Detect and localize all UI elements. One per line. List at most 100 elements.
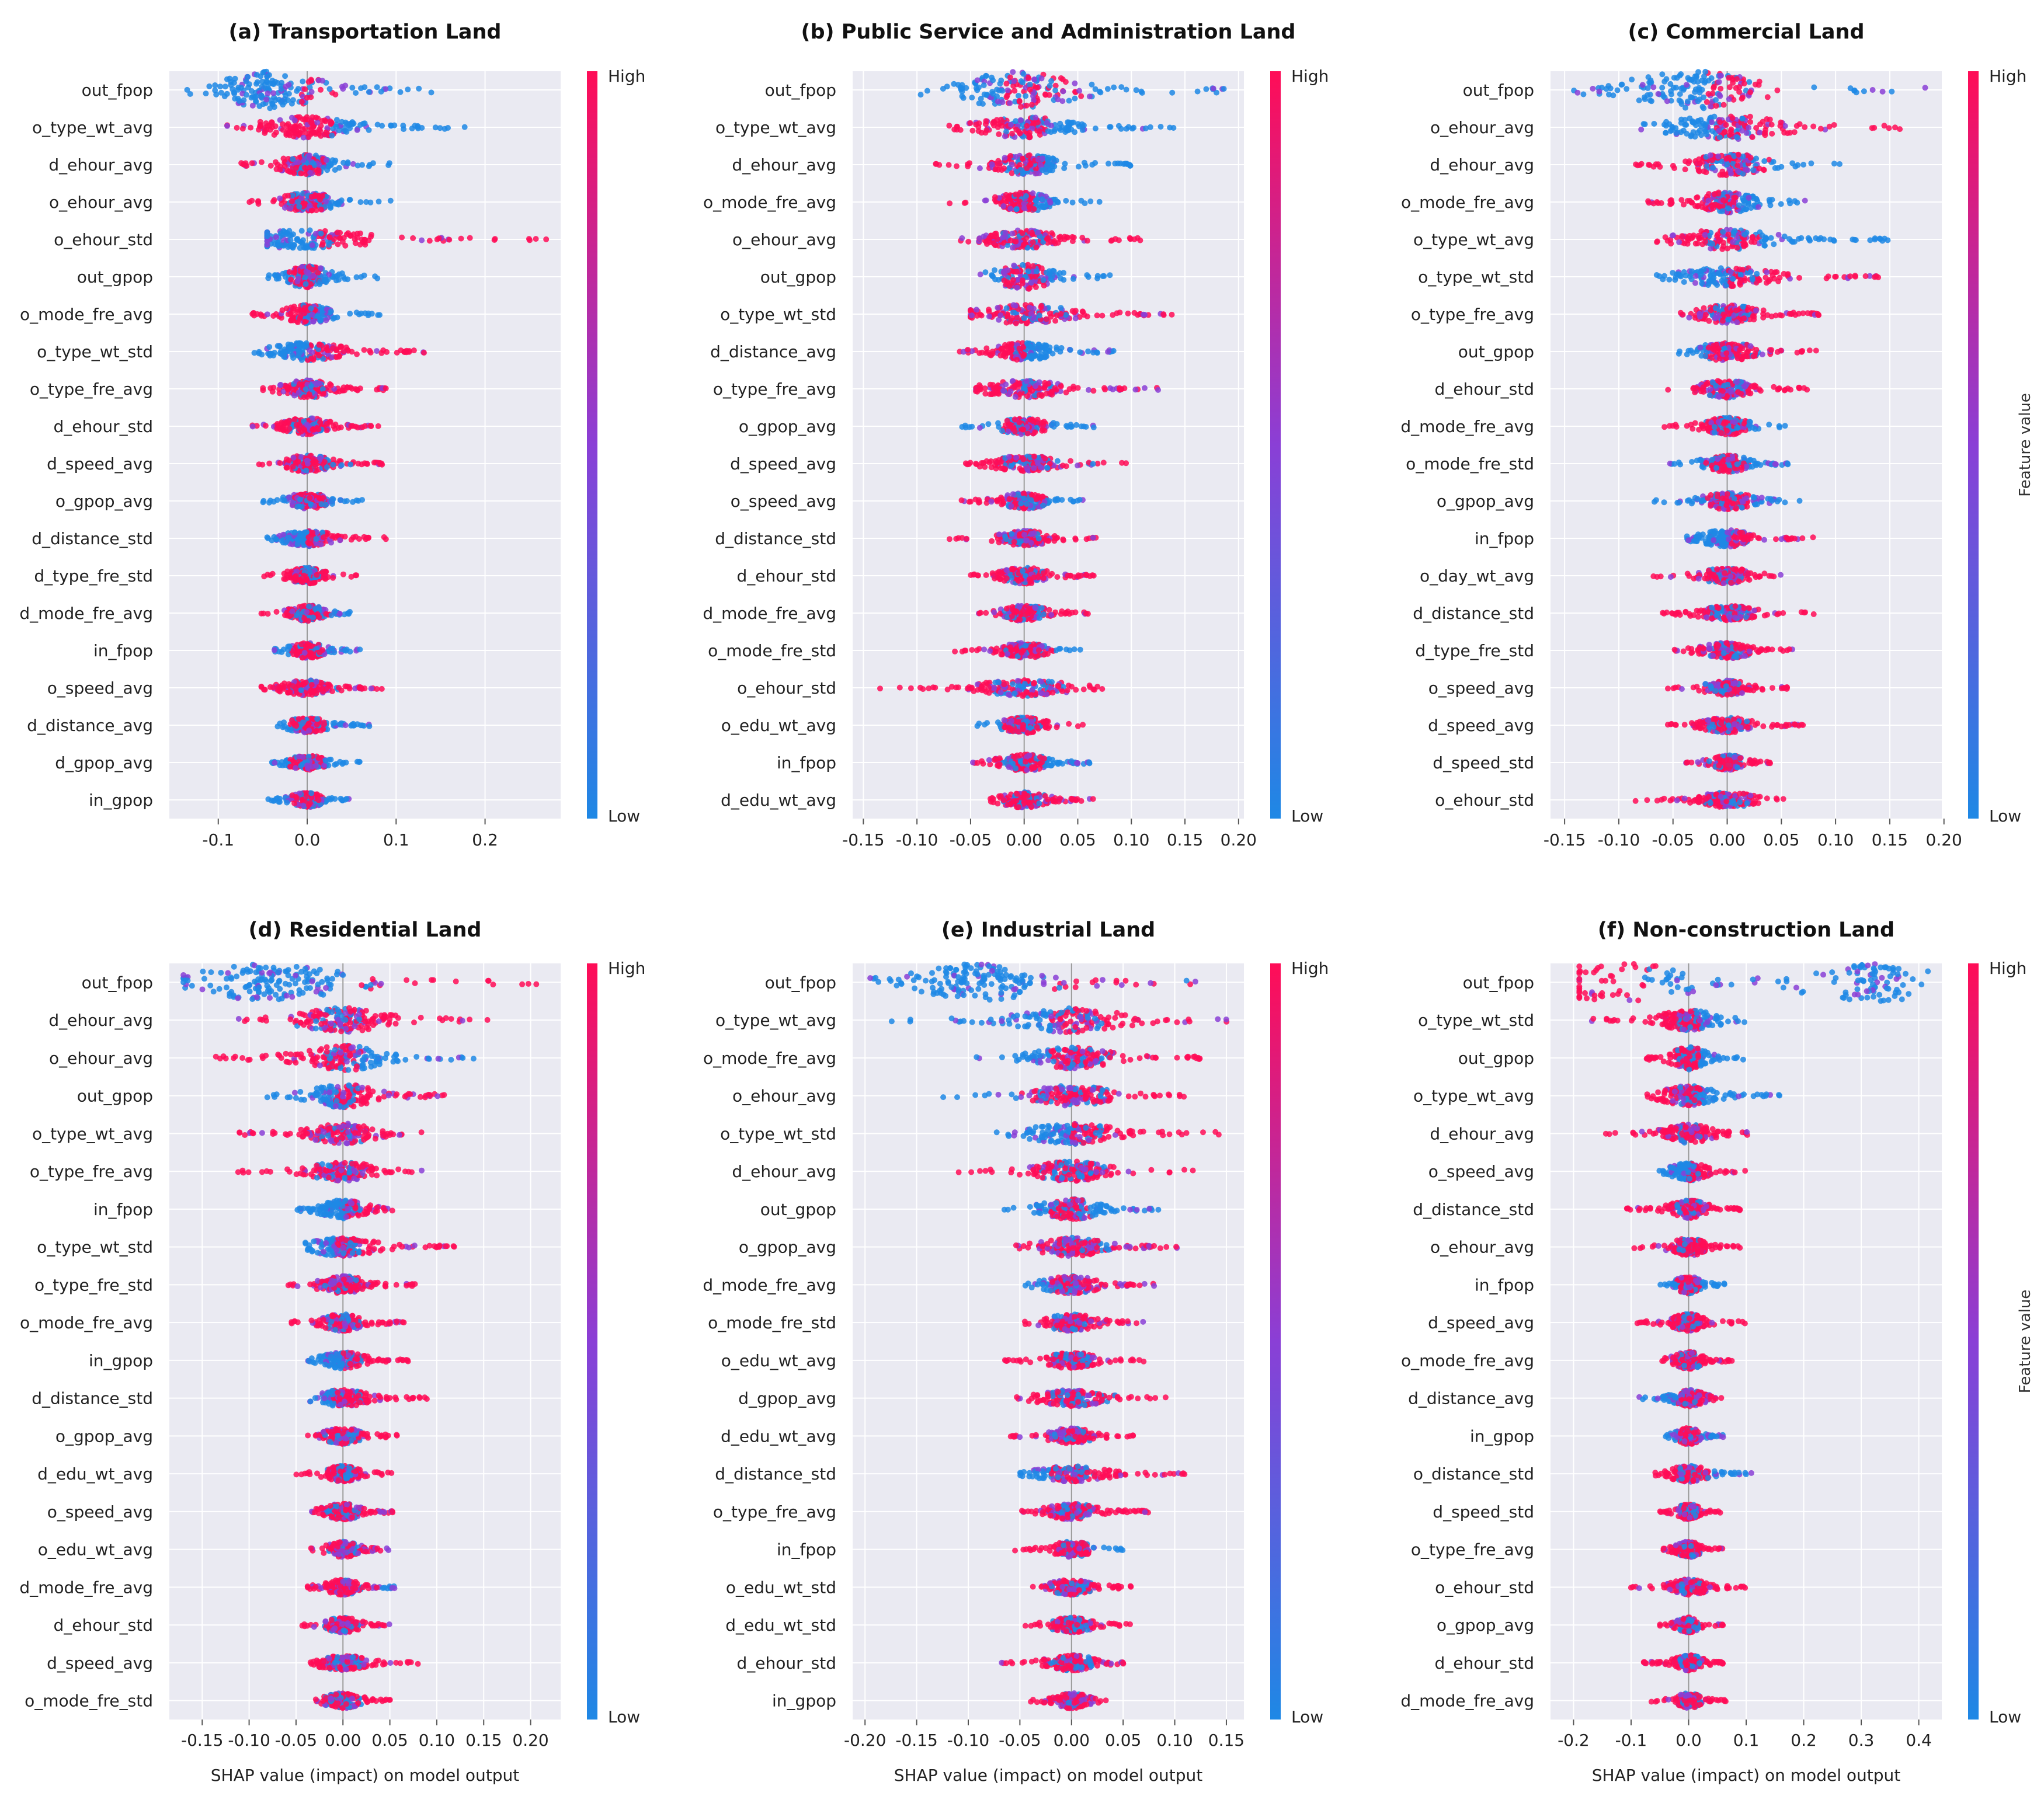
shap-point	[277, 460, 283, 467]
shap-point	[279, 307, 286, 314]
shap-point	[437, 125, 443, 131]
shap-point	[995, 98, 1001, 105]
shap-point	[954, 163, 960, 169]
shap-point	[975, 124, 982, 130]
shap-point	[989, 349, 996, 355]
shap-point	[1040, 277, 1047, 283]
shap-point	[442, 126, 448, 132]
shap-point	[1092, 160, 1099, 166]
shap-point	[1023, 193, 1029, 199]
shap-point	[399, 234, 405, 241]
shap-point	[1039, 167, 1045, 173]
shap-point	[329, 645, 336, 652]
shap-point	[264, 79, 270, 85]
shap-point	[203, 91, 209, 97]
shap-point	[974, 87, 981, 93]
feature-label: d_distance_avg	[710, 342, 836, 361]
shap-point	[303, 269, 310, 274]
shap-point	[933, 161, 939, 167]
shap-point	[283, 610, 290, 616]
shap-point	[1004, 87, 1011, 93]
shap-point	[307, 347, 313, 353]
shap-point	[1038, 351, 1044, 357]
shap-point	[274, 422, 281, 429]
shap-point	[321, 459, 328, 465]
shap-point	[339, 797, 345, 803]
shap-point	[1123, 86, 1129, 93]
shap-point	[289, 608, 296, 614]
shap-point	[1079, 235, 1086, 241]
x-tick-label: -0.05	[950, 830, 992, 850]
shap-point	[347, 311, 353, 317]
shap-point	[1013, 238, 1019, 245]
shap-point	[366, 163, 372, 169]
shap-point	[323, 157, 329, 163]
shap-point	[1028, 102, 1035, 108]
shap-point	[1033, 244, 1040, 250]
shap-point	[253, 93, 259, 99]
shap-point	[1007, 100, 1013, 106]
shap-point	[1033, 170, 1038, 177]
shap-point	[1030, 239, 1036, 245]
feature-label: o_type_fre_avg	[30, 380, 153, 399]
shap-point	[1013, 169, 1020, 175]
shap-point	[318, 265, 324, 272]
shap-point	[1066, 98, 1072, 104]
shap-point	[310, 266, 316, 273]
shap-point	[308, 89, 315, 95]
shap-point	[249, 88, 255, 94]
shap-point	[997, 81, 1003, 87]
shap-point	[1107, 385, 1113, 391]
x-tick-label: -0.1	[202, 830, 234, 850]
shap-point	[1037, 161, 1044, 168]
shap-point	[965, 238, 972, 245]
shap-point	[1000, 345, 1006, 351]
shap-point	[415, 123, 421, 129]
shap-point	[326, 234, 333, 241]
shap-point	[374, 84, 380, 91]
shap-point	[1027, 161, 1034, 167]
shap-point	[357, 122, 364, 128]
shap-point	[982, 197, 988, 204]
shap-point	[947, 200, 953, 207]
shap-point	[1097, 89, 1104, 96]
shap-point	[342, 647, 348, 653]
shap-point	[307, 169, 314, 176]
shap-point	[421, 350, 427, 356]
shap-point	[467, 235, 473, 241]
shap-point	[279, 242, 285, 249]
shap-point	[410, 235, 416, 241]
shap-point	[272, 79, 278, 85]
shap-point	[280, 121, 286, 127]
shap-point	[1020, 242, 1027, 248]
shap-point	[271, 647, 277, 653]
shap-point	[312, 231, 319, 237]
shap-point	[1027, 86, 1033, 93]
shap-point	[347, 232, 354, 239]
shap-point	[1086, 387, 1092, 393]
shap-point	[339, 462, 345, 468]
shap-point	[374, 121, 381, 128]
shap-point	[293, 422, 300, 428]
shap-point	[1106, 161, 1111, 167]
shap-point	[997, 312, 1004, 319]
shap-point	[1025, 268, 1031, 274]
shap-point	[1221, 86, 1227, 92]
shap-point	[264, 242, 270, 248]
shap-point	[1139, 90, 1145, 96]
shap-point	[313, 114, 319, 121]
shap-point	[306, 603, 312, 610]
feature-label: o_type_wt_std	[720, 305, 836, 324]
shap-point	[348, 537, 354, 543]
shap-point	[1013, 154, 1019, 160]
shap-point	[358, 85, 364, 92]
shap-point	[262, 128, 268, 134]
shap-point	[277, 117, 283, 123]
shap-point	[1020, 79, 1026, 86]
shap-point	[300, 134, 307, 141]
shap-point	[288, 346, 294, 353]
shap-point	[1002, 229, 1009, 236]
shap-point	[235, 84, 242, 91]
shap-point	[333, 347, 340, 353]
shap-point	[262, 423, 269, 429]
